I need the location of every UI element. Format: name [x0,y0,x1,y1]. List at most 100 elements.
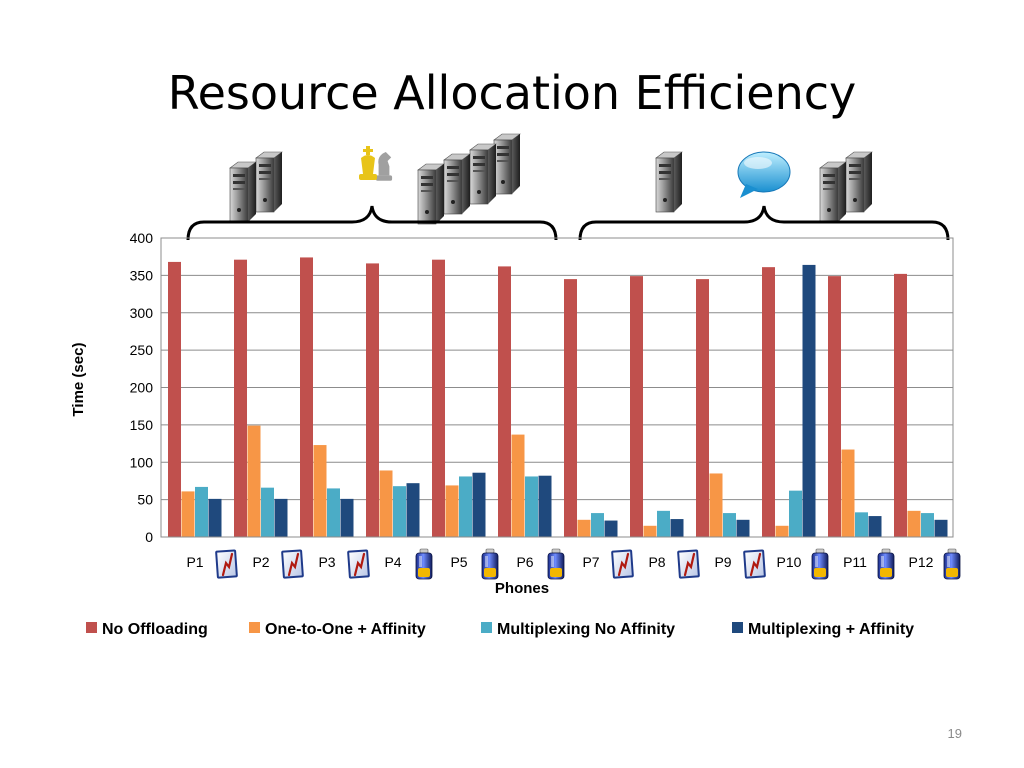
bar-multiplexing-affinity-p5 [472,472,486,537]
app-icon [743,549,766,579]
legend-label: Multiplexing + Affinity [748,621,914,638]
battery-icon [547,548,565,580]
x-tick-label: P11 [843,554,867,570]
app-icon [677,549,700,579]
slide-title: Resource Allocation Efficiency [167,66,857,120]
bar-multiplexing-no-affinity-p9 [723,513,736,537]
y-tick-label: 50 [137,492,153,508]
chess-pieces-icon [359,146,393,181]
battery-icon [943,548,961,580]
bar-one-to-one-affinity-p3 [313,445,327,537]
bar-no-offloading-p3 [300,257,313,537]
bar-multiplexing-no-affinity-p7 [591,513,604,537]
bar-one-to-one-affinity-p6 [511,434,525,537]
x-tick-label: P4 [384,554,401,570]
bar-multiplexing-affinity-p2 [274,498,288,537]
bar-no-offloading-p9 [696,279,709,537]
legend-label: One-to-One + Affinity [265,621,426,638]
bar-multiplexing-affinity-p4 [406,483,420,537]
speech-bubble-icon [737,151,791,198]
bar-no-offloading-p7 [564,279,577,537]
bar-multiplexing-no-affinity-p2 [261,487,274,537]
bar-multiplexing-affinity-p10 [802,264,816,537]
bar-no-offloading-p4 [366,263,379,537]
x-tick-label: P6 [516,554,533,570]
bar-multiplexing-no-affinity-p4 [393,486,406,537]
right-brace [578,205,950,241]
server-rack-icon [417,133,521,225]
battery-icon [811,548,829,580]
bar-multiplexing-affinity-p3 [340,498,354,537]
y-tick-label: 100 [130,454,154,470]
y-tick-label: 150 [130,417,154,433]
bar-one-to-one-affinity-p8 [643,525,657,537]
x-tick-label: P10 [777,554,802,570]
bar-no-offloading-p2 [234,259,247,537]
bar-multiplexing-no-affinity-p11 [855,512,868,537]
bar-no-offloading-p1 [168,261,181,537]
legend-swatch [732,622,743,633]
y-tick-label: 200 [130,380,154,396]
app-icon [281,549,304,579]
app-icon [215,549,238,579]
server-pair-icon [229,151,283,223]
battery-icon [877,548,895,580]
bar-no-offloading-p8 [630,276,643,537]
legend-item: One-to-One + Affinity [249,621,426,638]
bar-multiplexing-no-affinity-p3 [327,488,340,537]
battery-icon [481,548,499,580]
app-icon [347,549,370,579]
legend-item: Multiplexing No Affinity [481,621,675,638]
legend-label: No Offloading [102,621,208,638]
bar-one-to-one-affinity-p11 [841,449,855,537]
y-tick-label: 0 [145,529,153,545]
y-tick-label: 350 [130,267,154,283]
x-tick-label: P1 [186,554,203,570]
bar-no-offloading-p12 [894,273,907,537]
single-server-icon [655,151,683,213]
y-tick-label: 400 [130,230,154,246]
bar-multiplexing-no-affinity-p12 [921,513,934,537]
legend-swatch [481,622,492,633]
y-tick-label: 300 [130,305,154,321]
bar-no-offloading-p10 [762,267,775,537]
x-tick-label: P5 [450,554,467,570]
bar-multiplexing-no-affinity-p5 [459,476,472,537]
bar-multiplexing-no-affinity-p10 [789,490,802,537]
bar-multiplexing-affinity-p1 [208,498,222,537]
bar-multiplexing-affinity-p6 [538,475,552,537]
slide-number: 19 [947,726,962,741]
bar-multiplexing-no-affinity-p1 [195,486,208,537]
bar-no-offloading-p6 [498,266,511,537]
legend-swatch [249,622,260,633]
legend-item: No Offloading [86,621,208,638]
bar-one-to-one-affinity-p4 [379,470,393,537]
bar-no-offloading-p5 [432,259,445,537]
bar-one-to-one-affinity-p5 [445,485,459,537]
y-axis-title: Time (sec) [70,343,87,417]
x-tick-label: P12 [909,554,934,570]
bar-multiplexing-affinity-p11 [868,516,882,537]
bar-multiplexing-no-affinity-p6 [525,476,538,537]
x-tick-label: P7 [582,554,599,570]
bar-one-to-one-affinity-p9 [709,473,723,537]
bar-one-to-one-affinity-p1 [181,491,195,537]
bar-multiplexing-no-affinity-p8 [657,510,670,537]
legend-item: Multiplexing + Affinity [732,621,914,638]
bar-multiplexing-affinity-p7 [604,520,618,537]
bar-one-to-one-affinity-p12 [907,510,921,537]
bar-one-to-one-affinity-p10 [775,525,789,537]
bar-no-offloading-p11 [828,276,841,537]
legend-label: Multiplexing No Affinity [497,621,675,638]
x-tick-label: P3 [318,554,335,570]
app-icon [611,549,634,579]
bar-one-to-one-affinity-p2 [247,425,261,537]
left-brace [186,205,558,241]
bar-multiplexing-affinity-p12 [934,519,948,537]
x-tick-label: P2 [252,554,269,570]
plot-area [160,237,954,538]
bar-multiplexing-affinity-p9 [736,519,750,537]
x-tick-label: P8 [648,554,665,570]
legend-swatch [86,622,97,633]
server-pair-icon [819,151,873,223]
